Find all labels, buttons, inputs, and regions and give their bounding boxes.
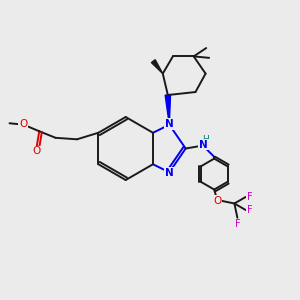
Text: O: O xyxy=(19,119,27,129)
Text: N: N xyxy=(199,140,208,150)
Polygon shape xyxy=(165,95,170,125)
Text: F: F xyxy=(247,205,253,215)
Text: N: N xyxy=(165,168,174,178)
Text: O: O xyxy=(33,146,41,157)
Text: N: N xyxy=(165,119,174,129)
Text: O: O xyxy=(213,196,221,206)
Text: F: F xyxy=(247,192,253,202)
Text: F: F xyxy=(235,219,240,229)
Text: H: H xyxy=(202,135,209,144)
Polygon shape xyxy=(152,60,163,74)
